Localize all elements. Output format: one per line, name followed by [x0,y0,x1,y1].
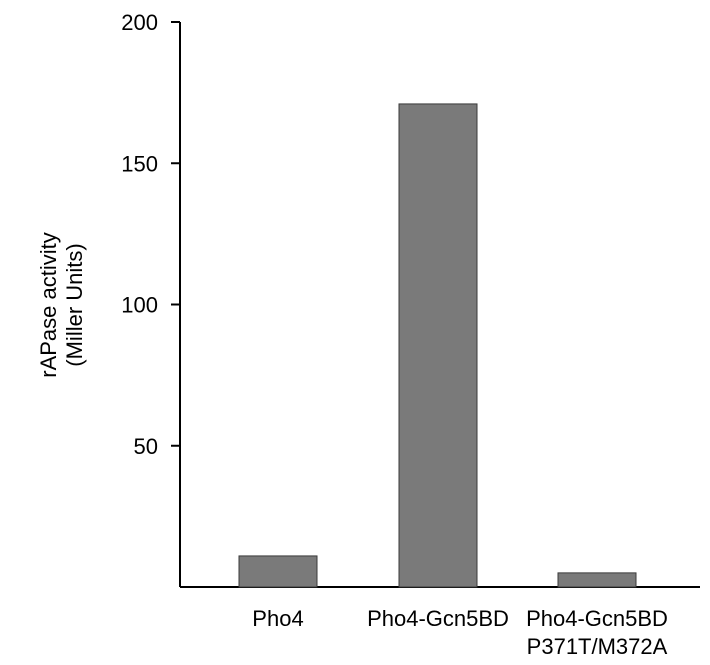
y-ticks: 50 100 150 200 [121,10,180,459]
bars [238,103,637,588]
category-label: Pho4-Gcn5BD P371T/M372A [526,606,668,659]
category-label-line: Pho4-Gcn5BD [367,606,509,631]
category-labels: Pho4 Pho4-Gcn5BD Pho4-Gcn5BD P371T/M372A [252,606,668,659]
bar [398,103,478,588]
bar [238,555,318,588]
category-label-line: Pho4-Gcn5BD [526,606,668,631]
y-tick-label: 50 [134,434,158,459]
y-tick-label: 100 [121,293,158,318]
y-tick-label: 150 [121,151,158,176]
bar [557,572,637,588]
y-axis-title: rAPase activity(Miller Units) [36,232,87,378]
category-label-line: Pho4 [252,606,303,631]
category-label: Pho4-Gcn5BD [367,606,509,631]
category-label: Pho4 [252,606,303,631]
y-axis-title-line: rAPase activity [36,232,61,378]
category-label-line: P371T/M372A [527,634,668,659]
y-axis-title-line: (Miller Units) [62,243,87,366]
y-tick-label: 200 [121,10,158,35]
